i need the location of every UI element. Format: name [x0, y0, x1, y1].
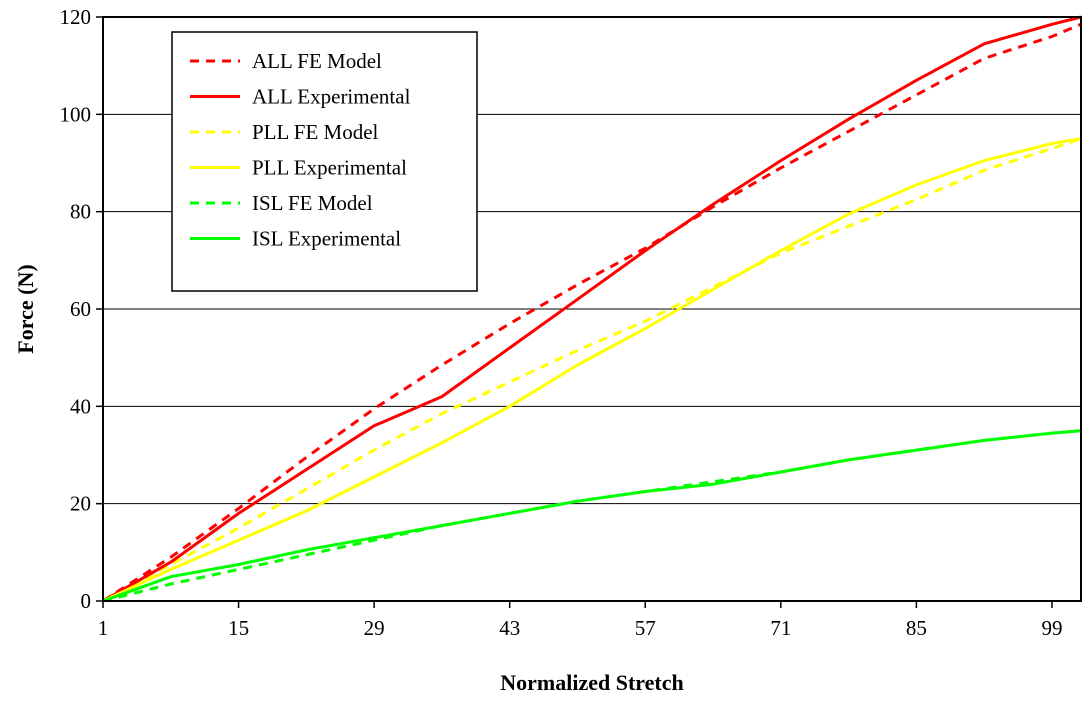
legend-label: ISL Experimental: [252, 227, 401, 251]
legend-label: ISL FE Model: [252, 191, 373, 215]
legend-label: ALL Experimental: [252, 85, 411, 109]
x-axis-title: Normalized Stretch: [500, 670, 684, 695]
x-tick-label: 85: [906, 616, 927, 640]
legend-label: ALL FE Model: [252, 49, 382, 73]
y-tick-label: 20: [70, 492, 91, 516]
y-axis-title: Force (N): [13, 264, 38, 353]
legend: ALL FE Model ALL Experimental PLL FE Model…: [171, 31, 478, 292]
series-line-isl-experimental: [102, 429, 1082, 603]
y-tick-label: 60: [70, 297, 91, 321]
x-tick-label: 43: [499, 616, 520, 640]
x-tick-label: 57: [635, 616, 656, 640]
x-tick-label: 29: [364, 616, 385, 640]
series-line-pll-experimental: [102, 137, 1082, 603]
x-tick-label: 1: [98, 616, 109, 640]
legend-label: PLL FE Model: [252, 120, 379, 144]
y-tick-label: 0: [81, 589, 92, 613]
y-tick-label: 40: [70, 394, 91, 418]
legend-label: PLL Experimental: [252, 156, 407, 180]
x-axis: 1 15 29 43 57 71 85 99: [98, 601, 1062, 640]
y-tick-label: 100: [60, 102, 92, 126]
y-tick-label: 120: [60, 5, 92, 29]
x-tick-label: 71: [770, 616, 791, 640]
y-axis: 0 20 40 60 80 100 120: [60, 5, 103, 613]
x-tick-label: 99: [1041, 616, 1062, 640]
series-line-all-experimental: [102, 15, 1082, 603]
y-tick-label: 80: [70, 200, 91, 224]
series-line-pll-fe-model: [102, 137, 1082, 603]
series-line-all-fe-model: [102, 22, 1082, 603]
legend-box: [171, 31, 478, 292]
series-lines: [102, 15, 1082, 603]
x-tick-label: 15: [228, 616, 249, 640]
series-line-isl-fe-model: [102, 429, 1082, 603]
